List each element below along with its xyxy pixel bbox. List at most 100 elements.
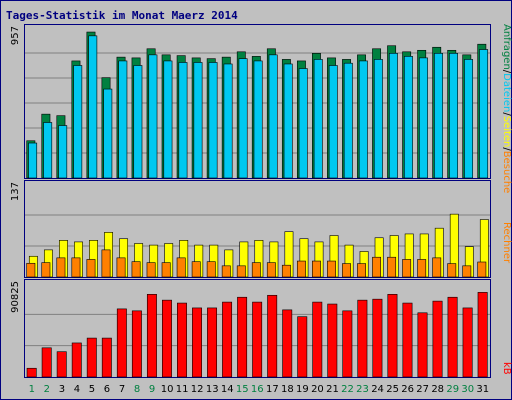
bar-kb xyxy=(131,310,142,378)
x-tick-label: 1 xyxy=(29,384,35,395)
bar-besuche xyxy=(281,264,291,278)
bar-kb xyxy=(71,342,82,378)
bar-dateien xyxy=(103,88,113,179)
x-tick-label: 28 xyxy=(431,384,444,395)
chart-panels: 957 137 90825 xyxy=(10,24,491,378)
y-max-label: 90825 xyxy=(10,281,21,313)
bar-besuche xyxy=(71,257,81,278)
bar-kb xyxy=(146,294,157,378)
x-tick-label: 25 xyxy=(386,384,399,395)
x-tick-label: 2 xyxy=(44,384,50,395)
bar-kb xyxy=(177,302,187,378)
bar-dateien xyxy=(358,60,368,179)
legend-part: / xyxy=(501,70,512,74)
x-tick-label: 17 xyxy=(266,384,279,395)
bar-besuche xyxy=(146,262,156,278)
bar-dateien xyxy=(298,68,308,179)
x-axis-labels: 1 2 3 4 5 6 7 8 9 10 11 12 13 14 15 16 17 18 19 20 21 22 23 24 2… xyxy=(29,384,490,395)
bar-kb xyxy=(477,292,488,378)
bar-kb xyxy=(101,337,112,378)
x-tick-label: 5 xyxy=(89,384,95,395)
bar-dateien xyxy=(178,62,188,179)
y-max-label: 957 xyxy=(10,26,21,45)
x-tick-label: 21 xyxy=(326,384,339,395)
legend-part: Dateien xyxy=(501,73,512,112)
legend-part: / xyxy=(501,112,512,116)
bar-kb xyxy=(222,301,233,378)
bar-besuche xyxy=(221,265,231,278)
legend-part: / xyxy=(501,147,512,151)
x-tick-label: 11 xyxy=(176,384,189,395)
bar-dateien xyxy=(283,63,293,179)
bar-besuche xyxy=(372,256,382,278)
bar-kb xyxy=(41,347,52,378)
x-tick-label: 23 xyxy=(356,384,369,395)
bar-besuche xyxy=(342,263,351,278)
bar-dateien xyxy=(58,125,68,179)
bar-besuche xyxy=(236,265,246,278)
bar-dateien xyxy=(238,58,248,179)
bar-besuche xyxy=(191,261,201,278)
panel-pages-visits: 137 xyxy=(10,180,491,278)
bar-besuche xyxy=(462,265,472,278)
bar-besuche xyxy=(357,263,366,278)
bar-dateien xyxy=(268,54,278,179)
bar-dateien xyxy=(193,62,203,179)
x-tick-label: 14 xyxy=(221,384,234,395)
x-tick-label: 3 xyxy=(59,384,65,395)
bar-kb xyxy=(402,302,413,378)
bar-dateien xyxy=(419,57,428,179)
x-tick-label: 19 xyxy=(296,384,309,395)
bar-besuche xyxy=(327,260,336,278)
bar-kb xyxy=(417,312,428,378)
right-legend-middle: Rechner xyxy=(501,222,512,264)
bar-besuche xyxy=(447,263,457,278)
legend-part: Besuche xyxy=(501,151,512,194)
bar-dateien xyxy=(28,142,38,179)
bar-dateien xyxy=(163,60,173,179)
legend-part: Anfragen xyxy=(501,24,512,70)
x-tick-label: 26 xyxy=(401,384,414,395)
bar-dateien xyxy=(449,53,458,179)
bar-besuche xyxy=(477,261,487,278)
bar-dateien xyxy=(223,63,233,179)
bar-dateien xyxy=(479,49,489,179)
bar-dateien xyxy=(388,53,398,179)
bar-besuche xyxy=(41,262,51,278)
right-legend-bottom: kB xyxy=(501,362,512,375)
bar-kb xyxy=(252,301,263,378)
bar-kb xyxy=(342,310,353,378)
bar-kb xyxy=(357,299,368,378)
bar-kb xyxy=(116,308,127,378)
x-tick-label: 10 xyxy=(161,384,174,395)
x-tick-label: 30 xyxy=(461,384,474,395)
x-tick-label: 6 xyxy=(104,384,110,395)
x-tick-label: 12 xyxy=(191,384,204,395)
bar-besuche xyxy=(266,262,276,278)
bar-dateien xyxy=(118,60,128,179)
bar-besuche xyxy=(432,257,442,278)
bar-dateien xyxy=(43,122,53,179)
bar-kb xyxy=(447,296,458,378)
bar-besuche xyxy=(161,262,171,278)
bar-kb xyxy=(327,303,338,378)
x-tick-label: 24 xyxy=(371,384,384,395)
x-tick-label: 4 xyxy=(74,384,80,395)
y-max-label: 137 xyxy=(10,182,21,201)
bar-dateien xyxy=(404,56,413,179)
bar-kb xyxy=(192,307,202,378)
x-tick-label: 22 xyxy=(341,384,354,395)
bar-dateien xyxy=(73,65,83,179)
bar-dateien xyxy=(328,65,338,179)
bar-dateien xyxy=(464,59,474,179)
bar-kb xyxy=(387,294,398,378)
bar-dateien xyxy=(373,59,383,179)
bar-dateien xyxy=(133,65,143,179)
bar-dateien xyxy=(343,62,353,179)
bar-kb xyxy=(372,298,383,378)
bar-besuche xyxy=(402,259,412,278)
bar-besuche xyxy=(101,249,111,278)
bar-kb xyxy=(237,296,248,378)
